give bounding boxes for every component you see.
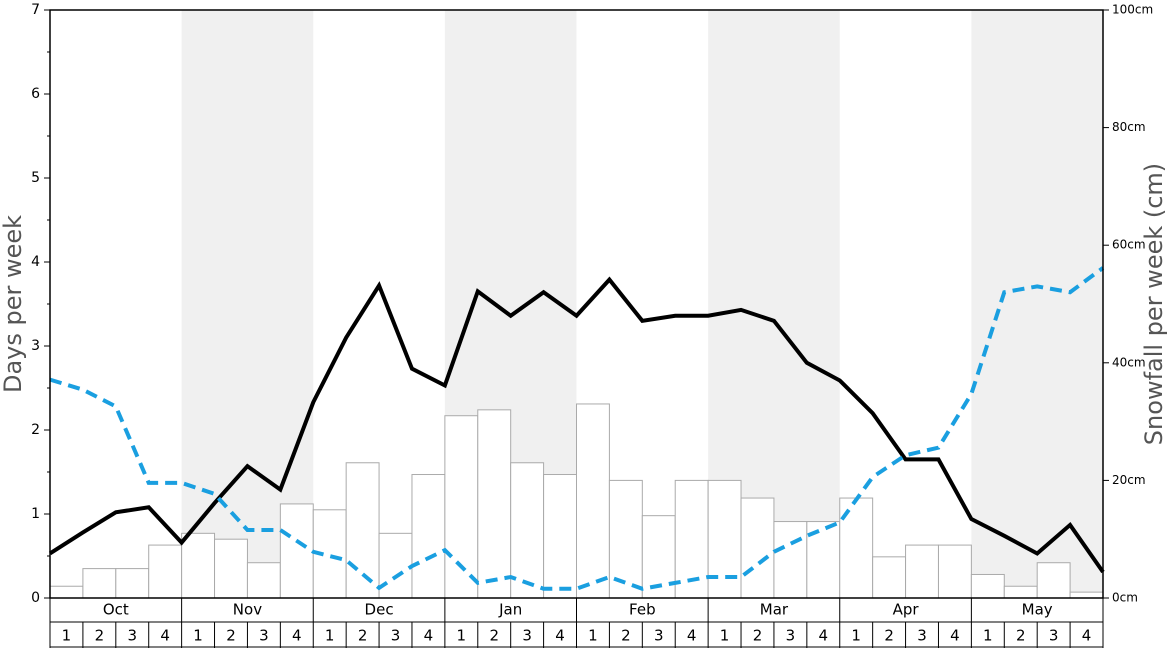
week-label: 4 — [424, 627, 434, 645]
y-axis-label: Days per week — [0, 215, 27, 393]
bar — [148, 544, 183, 599]
y2-tick-label: 40cm — [1112, 355, 1146, 369]
y-tick-label: 5 — [31, 170, 40, 186]
bar — [115, 568, 150, 599]
bar — [740, 497, 775, 599]
bar — [905, 544, 939, 599]
y2-tick-label: 20cm — [1112, 473, 1146, 487]
week-label: 1 — [62, 627, 72, 645]
bar — [378, 532, 413, 599]
week-label: 3 — [127, 627, 137, 645]
bar — [214, 538, 248, 599]
week-label: 3 — [786, 627, 796, 645]
bar — [477, 409, 512, 599]
week-label: 3 — [259, 627, 269, 645]
week-label: 4 — [292, 627, 302, 645]
week-label: 4 — [555, 627, 565, 645]
month-label: Oct — [103, 601, 129, 619]
y-tick-label: 3 — [31, 338, 40, 354]
month-label: Dec — [365, 601, 394, 619]
week-label: 2 — [884, 627, 894, 645]
week-label: 1 — [851, 627, 861, 645]
y2-tick-label: 60cm — [1112, 238, 1146, 252]
week-label: 1 — [193, 627, 203, 645]
month-shade — [181, 10, 314, 598]
y-tick-label: 0 — [31, 590, 40, 606]
week-label: 3 — [391, 627, 401, 645]
week-label: 2 — [621, 627, 631, 645]
bar — [411, 474, 446, 599]
bar — [707, 479, 742, 599]
bar — [279, 503, 314, 599]
y-tick-label: 6 — [31, 86, 40, 102]
week-label: 1 — [457, 627, 467, 645]
bar — [444, 415, 479, 599]
week-label: 4 — [950, 627, 960, 645]
y2-tick-label: 0cm — [1112, 591, 1138, 605]
month-label: Mar — [760, 601, 789, 619]
bar — [82, 568, 117, 599]
week-label: 1 — [588, 627, 598, 645]
y-tick-label: 7 — [31, 2, 40, 18]
y-tick-label: 2 — [31, 422, 40, 438]
week-label: 2 — [95, 627, 105, 645]
bar — [773, 521, 808, 599]
week-label: 4 — [819, 627, 829, 645]
week-label: 4 — [160, 627, 170, 645]
y2-tick-label: 100cm — [1112, 3, 1153, 17]
y-tick-label: 1 — [31, 506, 40, 522]
bar — [543, 474, 577, 599]
line — [49, 266, 1105, 591]
week-label: 2 — [753, 627, 763, 645]
week-label: 3 — [522, 627, 532, 645]
bar — [1069, 591, 1104, 599]
month-label: Jan — [498, 601, 522, 619]
line — [48, 276, 1105, 574]
bar — [576, 403, 610, 599]
bar — [872, 556, 907, 599]
month-label: Feb — [629, 601, 656, 619]
y2-axis-label: Snowfall per week (cm) — [1140, 163, 1168, 445]
month-shade — [971, 10, 1103, 598]
week-label: 4 — [687, 627, 697, 645]
bar — [345, 462, 380, 599]
week-label: 2 — [226, 627, 236, 645]
week-label: 4 — [1082, 627, 1092, 645]
week-label: 3 — [1049, 627, 1059, 645]
week-label: 2 — [489, 627, 499, 645]
month-label: May — [1022, 601, 1053, 619]
week-label: 3 — [917, 627, 927, 645]
bar — [1036, 562, 1071, 599]
week-label: 2 — [358, 627, 368, 645]
week-label: 1 — [325, 627, 335, 645]
bar — [49, 585, 84, 599]
month-label: Nov — [233, 601, 262, 619]
week-label: 2 — [1016, 627, 1026, 645]
y2-tick-label: 80cm — [1112, 120, 1146, 134]
bar — [246, 562, 281, 599]
bar — [970, 573, 1005, 599]
week-label: 1 — [720, 627, 730, 645]
week-label: 1 — [983, 627, 993, 645]
y-tick-label: 4 — [31, 254, 40, 270]
bar — [1003, 585, 1038, 599]
week-label: 3 — [654, 627, 664, 645]
bar — [181, 532, 216, 599]
month-label: Apr — [893, 601, 920, 619]
bar — [937, 544, 972, 599]
